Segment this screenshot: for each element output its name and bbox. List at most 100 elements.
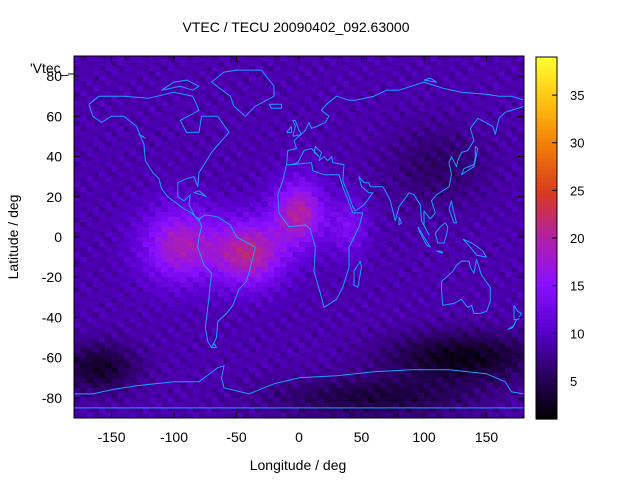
heatmap-cell xyxy=(280,357,288,364)
heatmap-cell xyxy=(305,307,313,314)
heatmap-cell xyxy=(486,252,494,258)
heatmap-cell xyxy=(517,216,524,223)
heatmap-cell xyxy=(86,342,94,349)
heatmap-cell xyxy=(436,131,444,138)
heatmap-cell xyxy=(217,307,225,314)
heatmap-cell xyxy=(455,81,463,87)
heatmap-cell xyxy=(124,101,131,107)
heatmap-cell xyxy=(349,76,356,82)
heatmap-cell xyxy=(192,76,200,82)
heatmap-cell xyxy=(167,171,175,178)
heatmap-cell xyxy=(105,372,113,379)
heatmap-cell xyxy=(505,111,513,117)
heatmap-cell xyxy=(361,176,369,183)
heatmap-cell xyxy=(405,282,413,288)
heatmap-cell xyxy=(380,372,388,379)
heatmap-cell xyxy=(274,171,281,178)
heatmap-cell xyxy=(305,161,313,168)
heatmap-cell xyxy=(280,317,288,324)
heatmap-cell xyxy=(142,297,150,303)
heatmap-cell xyxy=(374,322,381,329)
heatmap-cell xyxy=(386,237,394,243)
heatmap-cell xyxy=(211,121,219,127)
heatmap-cell xyxy=(136,367,144,374)
heatmap-cell xyxy=(336,181,344,188)
heatmap-cell xyxy=(167,387,175,394)
heatmap-cell xyxy=(461,387,469,394)
heatmap-cell xyxy=(399,146,406,153)
heatmap-cell xyxy=(99,387,106,394)
heatmap-cell xyxy=(86,81,94,87)
heatmap-cell xyxy=(142,257,150,263)
heatmap-cell xyxy=(480,302,488,308)
heatmap-cell xyxy=(286,126,294,133)
heatmap-cell xyxy=(355,392,363,399)
heatmap-cell xyxy=(449,121,456,127)
heatmap-cell xyxy=(86,196,94,203)
heatmap-cell xyxy=(124,86,131,92)
heatmap-cell xyxy=(155,312,163,319)
heatmap-cell xyxy=(142,402,150,409)
heatmap-cell xyxy=(205,252,213,258)
heatmap-cell xyxy=(199,382,206,389)
heatmap-cell xyxy=(449,56,456,62)
heatmap-cell xyxy=(386,372,394,379)
heatmap-cell xyxy=(186,91,194,97)
heatmap-cell xyxy=(292,61,300,67)
heatmap-cell xyxy=(442,247,450,253)
heatmap-cell xyxy=(292,166,300,173)
heatmap-cell xyxy=(92,322,100,329)
heatmap-cell xyxy=(261,221,269,228)
heatmap-cell xyxy=(136,71,144,77)
heatmap-cell xyxy=(374,337,381,344)
heatmap-cell xyxy=(492,237,500,243)
heatmap-cell xyxy=(355,327,363,334)
heatmap-cell xyxy=(199,86,206,92)
heatmap-cell xyxy=(449,307,456,314)
heatmap-cell xyxy=(499,312,506,319)
heatmap-cell xyxy=(261,277,269,283)
heatmap-cell xyxy=(117,76,125,82)
heatmap-cell xyxy=(474,141,481,148)
heatmap-cell xyxy=(242,126,250,133)
heatmap-cell xyxy=(274,322,281,329)
heatmap-cell xyxy=(192,96,200,102)
heatmap-cell xyxy=(417,387,425,394)
heatmap-cell xyxy=(167,66,175,72)
heatmap-cell xyxy=(142,71,150,77)
heatmap-cell xyxy=(336,382,344,389)
heatmap-cell xyxy=(242,121,250,127)
heatmap-cell xyxy=(480,56,488,62)
heatmap-cell xyxy=(486,312,494,319)
heatmap-cell xyxy=(317,347,325,354)
heatmap-cell xyxy=(261,86,269,92)
heatmap-cell xyxy=(105,106,113,112)
heatmap-cell xyxy=(380,206,388,213)
heatmap-cell xyxy=(367,267,375,273)
heatmap-cell xyxy=(461,307,469,314)
heatmap-cell xyxy=(336,201,344,208)
heatmap-cell xyxy=(299,146,306,153)
heatmap-cell xyxy=(461,146,469,153)
heatmap-cell xyxy=(230,402,238,409)
heatmap-cell xyxy=(336,111,344,117)
heatmap-cell xyxy=(274,156,281,163)
heatmap-cell xyxy=(249,156,256,163)
heatmap-cell xyxy=(349,91,356,97)
heatmap-cell xyxy=(86,372,94,379)
heatmap-cell xyxy=(505,237,513,243)
heatmap-cell xyxy=(392,357,400,364)
heatmap-cell xyxy=(80,161,88,168)
heatmap-cell xyxy=(230,231,238,238)
heatmap-cell xyxy=(280,352,288,359)
heatmap-cell xyxy=(124,272,131,278)
heatmap-cell xyxy=(455,277,463,283)
heatmap-cell xyxy=(480,156,488,163)
heatmap-cell xyxy=(105,81,113,87)
heatmap-cell xyxy=(242,267,250,273)
heatmap-cell xyxy=(480,352,488,359)
heatmap-cell xyxy=(255,71,263,77)
heatmap-cell xyxy=(174,66,181,72)
heatmap-cell xyxy=(299,86,306,92)
heatmap-cell xyxy=(355,216,363,223)
